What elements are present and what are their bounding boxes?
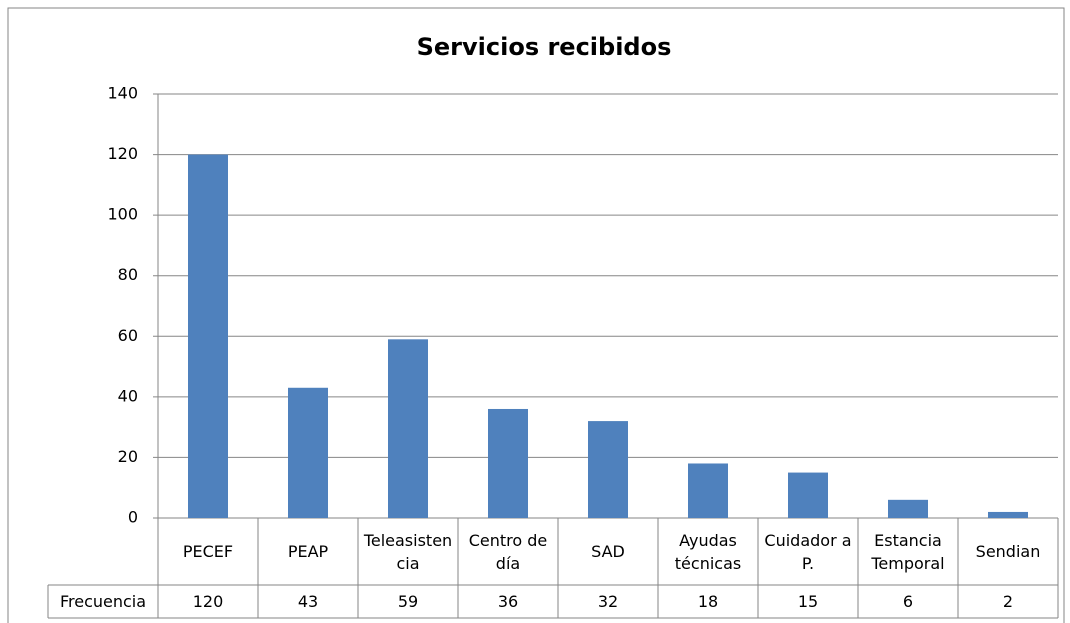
x-tick-label: PEAP [287, 542, 329, 561]
table-value: 36 [497, 592, 519, 611]
y-tick-label: 60 [118, 326, 138, 345]
bar [488, 408, 528, 518]
table-value: 15 [797, 592, 819, 611]
table-value: 6 [902, 592, 914, 611]
legend-label: Frecuencia [59, 592, 147, 611]
bar [588, 421, 628, 518]
bar [188, 154, 228, 519]
bar [688, 463, 728, 518]
x-tick-label: Cuidador a P. [764, 530, 852, 573]
x-tick-label: Centro de día [468, 530, 548, 573]
table-value: 59 [397, 592, 419, 611]
table-value: 120 [192, 592, 224, 611]
y-tick-label: 120 [107, 144, 138, 163]
chart-title: Servicios recibidos [417, 33, 672, 61]
bar [388, 339, 428, 518]
bar [788, 472, 828, 518]
chart-border [7, 7, 1065, 623]
x-tick-label: PECEF [182, 542, 234, 561]
y-tick-label: 100 [107, 205, 138, 224]
bar [988, 511, 1028, 518]
x-tick-label: SAD [591, 542, 625, 561]
bar [288, 387, 328, 518]
y-tick-label: 140 [107, 84, 138, 103]
x-tick-label: Teleasistencia [363, 530, 453, 573]
table-value: 43 [297, 592, 319, 611]
x-tick-label: Estancia Temporal [871, 530, 945, 573]
x-tick-label: Sendian [975, 542, 1041, 561]
table-value: 18 [697, 592, 719, 611]
y-tick-label: 20 [118, 447, 138, 466]
y-tick-label: 80 [118, 265, 138, 284]
bar [888, 499, 928, 518]
y-tick-label: 0 [128, 508, 138, 527]
y-tick-label: 40 [118, 386, 138, 405]
table-value: 32 [597, 592, 619, 611]
x-tick-label: Ayudas técnicas [674, 530, 742, 573]
table-value: 2 [1002, 592, 1014, 611]
